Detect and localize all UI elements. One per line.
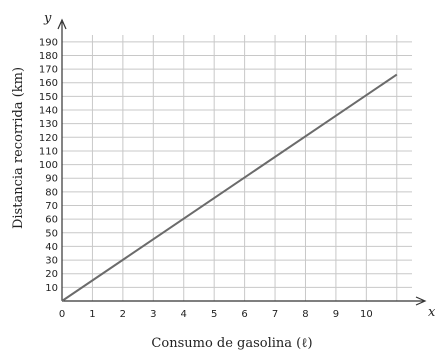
x-tick-label: 9 xyxy=(333,309,339,320)
y-tick-label: 10 xyxy=(45,283,58,294)
y-tick-label: 50 xyxy=(45,228,58,239)
x-tick-label: 3 xyxy=(150,309,156,320)
x-tick-label: 8 xyxy=(302,309,308,320)
y-tick-label: 120 xyxy=(39,133,58,144)
y-tick-label: 30 xyxy=(45,256,58,267)
y-tick-label: 60 xyxy=(45,215,58,226)
x-axis-label: Consumo de gasolina (ℓ) xyxy=(151,336,312,351)
y-axis-label: Distancia recorrida (km) xyxy=(11,67,26,229)
y-tick-label: 160 xyxy=(39,78,58,89)
x-tick-label: 2 xyxy=(120,309,126,320)
x-tick-label: 7 xyxy=(272,309,278,320)
series-line xyxy=(61,73,398,302)
grid xyxy=(62,35,412,301)
y-tick-label: 190 xyxy=(39,37,58,48)
y-tick-label: 150 xyxy=(39,92,58,103)
y-tick-label: 100 xyxy=(39,160,58,171)
y-tick-label: 170 xyxy=(39,65,58,76)
y-tick-label: 140 xyxy=(39,106,58,117)
y-axis-arrow xyxy=(57,18,67,30)
axes xyxy=(57,18,427,306)
x-tick-label: 1 xyxy=(89,309,95,320)
y-tick-label: 180 xyxy=(39,51,58,62)
x-tick-label: 6 xyxy=(241,309,247,320)
y-tick-label: 110 xyxy=(39,146,58,157)
y-tick-label: 80 xyxy=(45,187,58,198)
x-tick-label: 10 xyxy=(360,309,373,320)
y-tick-label: 20 xyxy=(45,269,58,280)
x-axis-letter: x xyxy=(428,305,435,320)
x-tick-label: 5 xyxy=(211,309,217,320)
y-tick-label: 40 xyxy=(45,242,58,253)
x-tick-label: 0 xyxy=(59,309,65,320)
y-tick-label: 130 xyxy=(39,119,58,130)
y-tick-label: 70 xyxy=(45,201,58,212)
y-axis-letter: y xyxy=(43,11,52,26)
tick-labels: 0 1 2 3 4 5 6 7 8 9 10 10 20 30 40 50 60 70 80 90 100 110 120 1… xyxy=(39,37,373,320)
y-tick-label: 90 xyxy=(45,174,58,185)
x-axis-arrow xyxy=(415,296,427,306)
series xyxy=(61,73,398,302)
x-tick-label: 4 xyxy=(181,309,187,320)
